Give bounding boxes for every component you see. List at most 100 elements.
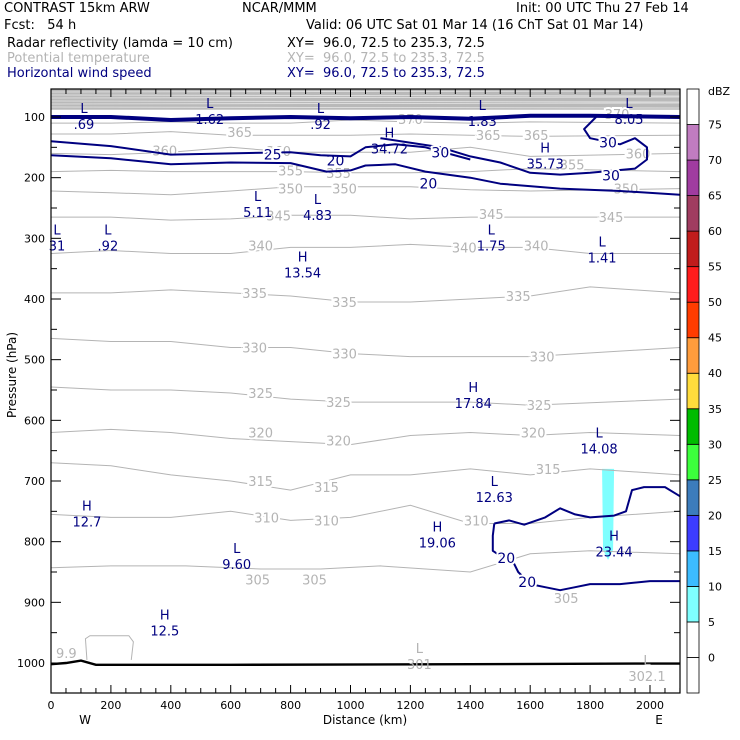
y-tick-label: 600 <box>24 414 45 427</box>
colorbar-segment <box>686 266 700 303</box>
x-tick-label: 1000 <box>337 699 365 712</box>
surface-layer <box>51 635 680 666</box>
x-tick-label: 1200 <box>396 699 424 712</box>
colorbar: 0 5 10 15 20 25 30 35 40 45 50 55 60 65 70 75 <box>686 88 722 694</box>
low-marker: L <box>104 223 112 238</box>
wind-contour-30 <box>380 116 648 176</box>
theta-contour-label: 365 <box>227 126 252 141</box>
forecast-hour: Fcst: 54 h <box>4 18 77 33</box>
x-tick-label: 0 <box>48 699 55 712</box>
theta-band-line <box>51 106 680 109</box>
colorbar-label: 5 <box>708 616 715 629</box>
extremum-value: 1.41 <box>588 251 617 266</box>
high-marker: H <box>609 530 619 545</box>
colorbar-segment <box>686 337 700 374</box>
wind-contour-40 <box>51 113 680 122</box>
colorbar-label: 75 <box>708 119 722 132</box>
high-marker: H <box>540 141 550 156</box>
theta-contour-350 <box>51 186 680 196</box>
field-1-name: Radar reflectivity (lamda = 10 cm) <box>7 36 233 51</box>
high-marker: H <box>468 381 478 396</box>
theta-contour-label: 335 <box>242 287 267 302</box>
y-tick-label: 500 <box>24 354 45 367</box>
field-1-xy: XY= 96.0, 72.5 to 235.3, 72.5 <box>287 36 485 51</box>
y-axis-label: Pressure (hPa) <box>5 332 19 418</box>
field-2-xy: XY= 96.0, 72.5 to 235.3, 72.5 <box>287 51 485 66</box>
low-marker: L <box>317 102 325 117</box>
axes: 0 200 400 600 800 1000 1200 1400 1600 1800 2000 100… <box>17 89 681 712</box>
x-tick-label: 1600 <box>516 699 544 712</box>
x-tick-label: 400 <box>160 699 181 712</box>
wind-contour-20 <box>494 486 680 526</box>
wind-contour-20 <box>51 154 680 196</box>
y-tick-label: 800 <box>24 536 45 549</box>
theta-contour-label: 345 <box>599 211 624 226</box>
theta-contour-370 <box>51 119 680 124</box>
upper-grey-band <box>51 89 680 110</box>
y-tick-label: 300 <box>24 232 45 245</box>
theta-contour-label: 330 <box>332 348 357 363</box>
theta-contour-label: 365 <box>476 129 501 144</box>
wind-contour-label: 20 <box>518 575 536 591</box>
dense-theta-band <box>51 89 680 110</box>
x-tick-label: 2000 <box>636 699 664 712</box>
theta-contour-label: 315 <box>314 481 339 496</box>
theta-contour-label: 345 <box>266 209 291 224</box>
theta-contour-335 <box>51 286 680 303</box>
extremum-value: 31 <box>49 239 66 254</box>
low-marker: L <box>206 97 214 112</box>
y-tick-label: 700 <box>24 475 45 488</box>
colorbar-label: 65 <box>708 190 722 203</box>
theta-contour-360 <box>51 146 680 157</box>
theta-contour-325 <box>51 386 680 406</box>
theta-contour-label: 320 <box>521 426 546 441</box>
theta-contour-label: 340 <box>524 240 549 255</box>
theta-contour-label: 320 <box>248 426 273 441</box>
extremum-value: 1.83 <box>468 115 497 130</box>
low-marker: L <box>488 223 496 238</box>
theta-contour-315 <box>51 462 680 491</box>
colorbar-label: 0 <box>708 651 715 664</box>
reflectivity-layer <box>602 468 615 560</box>
colorbar-label: 70 <box>708 154 722 167</box>
extremum-value: .69 <box>74 118 95 133</box>
wind-contour-label: 30 <box>599 135 617 151</box>
colorbar-segment <box>686 124 700 161</box>
colorbar-label: 40 <box>708 367 722 380</box>
colorbar-label: 55 <box>708 261 722 274</box>
valid-time: Valid: 06 UTC Sat 01 Mar 14 (16 ChT Sat … <box>306 18 644 33</box>
x-tick-label: 1800 <box>576 699 604 712</box>
theta-contour-label: 325 <box>527 399 552 414</box>
init-time: Init: 00 UTC Thu 27 Feb 14 <box>516 1 689 16</box>
colorbar-segment <box>686 88 700 125</box>
misc-label: 9.9 <box>56 647 77 662</box>
theta-closed-contour <box>84 635 134 661</box>
theta-contour-label: 345 <box>479 208 504 223</box>
theta-contour-label: 305 <box>245 573 270 588</box>
theta-contour-label: 340 <box>248 240 273 255</box>
extremum-value: 17.84 <box>455 397 492 412</box>
high-marker: H <box>298 251 308 266</box>
x-tick-label: 600 <box>220 699 241 712</box>
high-marker: H <box>432 521 442 536</box>
extrema-labels: L.69L1.62L.92H34.72L1.83L8.05H35.73L5.11… <box>49 97 666 685</box>
theta-contour-320 <box>51 428 680 446</box>
extremum-value: 35.73 <box>527 157 564 172</box>
extremum-value: 9.60 <box>222 558 251 573</box>
low-marker: L <box>625 97 633 112</box>
wind-contour-label: 30 <box>431 146 449 162</box>
low-marker: L <box>314 193 322 208</box>
colorbar-label: 60 <box>708 225 722 238</box>
low-marker: L <box>643 654 651 669</box>
colorbar-segment <box>686 479 700 516</box>
theta-contour-label: 310 <box>464 514 489 529</box>
x-tick-label: 800 <box>280 699 301 712</box>
extremum-value: 301 <box>407 658 432 673</box>
x-axis-label: Distance (km) <box>323 713 407 727</box>
theta-contour-label: 310 <box>254 511 279 526</box>
x-tick-label: 200 <box>100 699 121 712</box>
theta-contour-label: 325 <box>248 387 273 402</box>
y-tick-label: 400 <box>24 293 45 306</box>
